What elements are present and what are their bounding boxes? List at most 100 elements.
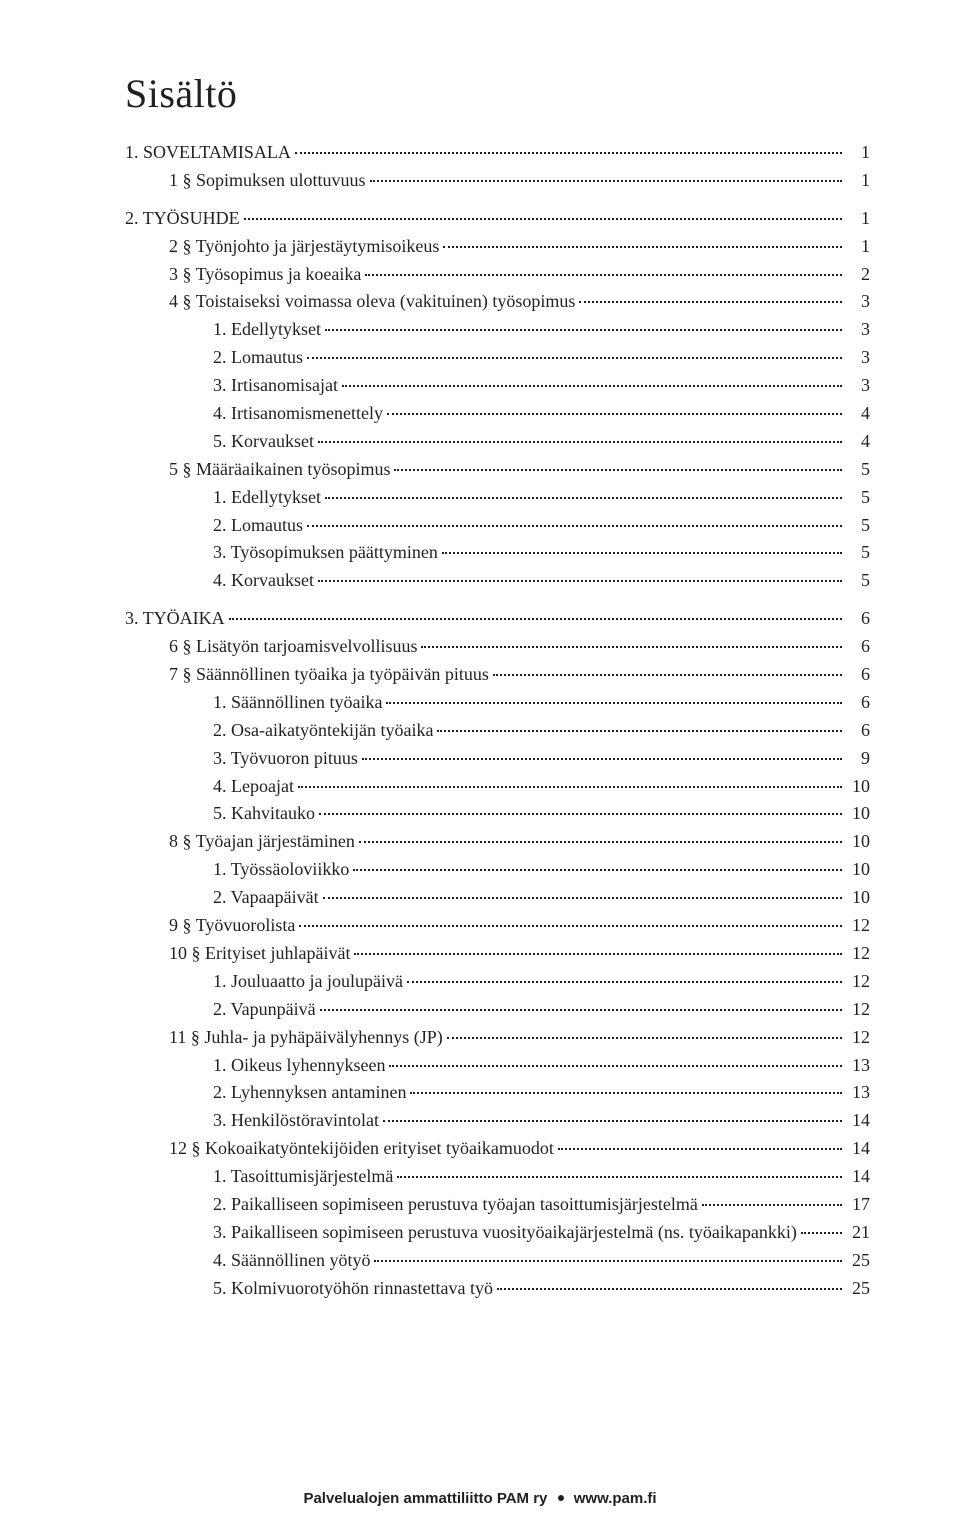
- toc-page-number: 10: [846, 800, 870, 828]
- toc-label: 12 § Kokoaikatyöntekijöiden erityiset ty…: [169, 1135, 554, 1163]
- toc-leader: [447, 1037, 842, 1039]
- page-footer: Palvelualojen ammattiliitto PAM ry www.p…: [0, 1490, 960, 1507]
- toc-leader: [307, 357, 842, 359]
- toc-label: 2. Osa-aikatyöntekijän työaika: [213, 717, 433, 745]
- toc-label: 3. Työsopimuksen päättyminen: [213, 539, 438, 567]
- toc-page-number: 3: [846, 288, 870, 316]
- toc-page-number: 6: [846, 689, 870, 717]
- toc-page-number: 4: [846, 400, 870, 428]
- toc-entry: 4. Korvaukset5: [213, 567, 870, 595]
- toc-entry: 2. Lomautus3: [213, 344, 870, 372]
- toc-page-number: 21: [846, 1219, 870, 1247]
- toc-label: 2. Vapaapäivät: [213, 884, 319, 912]
- toc-page-number: 14: [846, 1163, 870, 1191]
- toc-leader: [370, 180, 842, 182]
- toc-page-number: 6: [846, 717, 870, 745]
- toc-label: 2. Paikalliseen sopimiseen perustuva työ…: [213, 1191, 698, 1219]
- toc-entry: 1. Tasoittumisjärjestelmä 14: [213, 1163, 870, 1191]
- toc-leader: [421, 646, 842, 648]
- toc-leader: [387, 413, 842, 415]
- toc-entry: 8 § Työajan järjestäminen10: [169, 828, 870, 856]
- toc-leader: [386, 702, 842, 704]
- toc-label: 3. Työvuoron pituus: [213, 745, 358, 773]
- toc-leader: [437, 730, 842, 732]
- toc-entry: 2. Vapaapäivät10: [213, 884, 870, 912]
- toc-entry: 12 § Kokoaikatyöntekijöiden erityiset ty…: [169, 1135, 870, 1163]
- toc-label: 4. Lepoajat: [213, 773, 294, 801]
- toc-label: 1. Edellytykset: [213, 484, 321, 512]
- toc-page-number: 13: [846, 1079, 870, 1107]
- document-page: Sisältö 1. SOVELTAMISALA11 § Sopimuksen …: [0, 0, 960, 1539]
- toc-entry: 1. Edellytykset5: [213, 484, 870, 512]
- toc-leader: [342, 385, 842, 387]
- toc-label: 3 § Työsopimus ja koeaika: [169, 261, 361, 289]
- toc-page-number: 6: [846, 661, 870, 689]
- toc-page-number: 13: [846, 1052, 870, 1080]
- toc-label: 2. Lyhennyksen antaminen: [213, 1079, 406, 1107]
- toc-leader: [397, 1176, 842, 1178]
- toc-label: 1. Jouluaatto ja joulupäivä: [213, 968, 403, 996]
- toc-label: 4 § Toistaiseksi voimassa oleva (vakitui…: [169, 288, 575, 316]
- toc-leader: [354, 953, 842, 955]
- toc-page-number: 1: [846, 205, 870, 233]
- toc-entry: 3 § Työsopimus ja koeaika2: [169, 261, 870, 289]
- toc-page-number: 12: [846, 940, 870, 968]
- toc-leader: [325, 497, 842, 499]
- toc-leader: [323, 897, 842, 899]
- toc-label: 1. Edellytykset: [213, 316, 321, 344]
- toc-entry: 5. Kolmivuorotyöhön rinnastettava työ 25: [213, 1275, 870, 1303]
- toc-page-number: 17: [846, 1191, 870, 1219]
- toc-page-number: 1: [846, 139, 870, 167]
- toc-leader: [407, 981, 842, 983]
- toc-leader: [325, 329, 842, 331]
- toc-label: 4. Irtisanomismenettely: [213, 400, 383, 428]
- toc-label: 9 § Työvuorolista: [169, 912, 295, 940]
- toc-leader: [320, 1009, 842, 1011]
- toc-entry: 4 § Toistaiseksi voimassa oleva (vakitui…: [169, 288, 870, 316]
- toc-leader: [558, 1148, 842, 1150]
- toc-entry: 5. Kahvitauko10: [213, 800, 870, 828]
- toc-entry: 2. Vapunpäivä 12: [213, 996, 870, 1024]
- toc-leader: [442, 552, 842, 554]
- toc-leader: [493, 674, 842, 676]
- bullet-icon: [558, 1495, 564, 1501]
- toc-leader: [318, 580, 842, 582]
- toc-entry: 5. Korvaukset4: [213, 428, 870, 456]
- toc-label: 3. Henkilöstöravintolat: [213, 1107, 379, 1135]
- toc-entry: 1. Edellytykset3: [213, 316, 870, 344]
- toc-entry: 3. TYÖAIKA6: [125, 605, 870, 633]
- toc-page-number: 25: [846, 1275, 870, 1303]
- toc-label: 6 § Lisätyön tarjoamisvelvollisuus: [169, 633, 417, 661]
- toc-label: 2. Lomautus: [213, 512, 303, 540]
- toc-page-number: 14: [846, 1135, 870, 1163]
- toc-label: 1. Tasoittumisjärjestelmä: [213, 1163, 393, 1191]
- toc-entry: 10 § Erityiset juhlapäivät12: [169, 940, 870, 968]
- toc-leader: [244, 218, 842, 220]
- toc-leader: [410, 1092, 842, 1094]
- table-of-contents: 1. SOVELTAMISALA11 § Sopimuksen ulottuvu…: [125, 139, 870, 1303]
- toc-page-number: 5: [846, 512, 870, 540]
- toc-leader: [579, 301, 842, 303]
- toc-page-number: 12: [846, 996, 870, 1024]
- toc-page-number: 3: [846, 372, 870, 400]
- toc-leader: [353, 869, 842, 871]
- toc-label: 3. TYÖAIKA: [125, 605, 225, 633]
- toc-label: 1. SOVELTAMISALA: [125, 139, 291, 167]
- toc-label: 2. TYÖSUHDE: [125, 205, 240, 233]
- toc-entry: 2. TYÖSUHDE 1: [125, 205, 870, 233]
- toc-entry: 4. Säännöllinen yötyö25: [213, 1247, 870, 1275]
- toc-page-number: 10: [846, 828, 870, 856]
- toc-label: 1 § Sopimuksen ulottuvuus: [169, 167, 366, 195]
- toc-entry: 4. Irtisanomismenettely 4: [213, 400, 870, 428]
- toc-label: 2. Vapunpäivä: [213, 996, 316, 1024]
- toc-entry: 2. Paikalliseen sopimiseen perustuva työ…: [213, 1191, 870, 1219]
- toc-entry: 7 § Säännöllinen työaika ja työpäivän pi…: [169, 661, 870, 689]
- toc-label: 2 § Työnjohto ja järjestäytymisoikeus: [169, 233, 439, 261]
- toc-leader: [295, 152, 842, 154]
- toc-label: 1. Säännöllinen työaika: [213, 689, 382, 717]
- toc-entry: 1 § Sopimuksen ulottuvuus1: [169, 167, 870, 195]
- toc-entry: 2 § Työnjohto ja järjestäytymisoikeus1: [169, 233, 870, 261]
- toc-leader: [299, 925, 842, 927]
- toc-label: 2. Lomautus: [213, 344, 303, 372]
- toc-label: 5. Kolmivuorotyöhön rinnastettava työ: [213, 1275, 493, 1303]
